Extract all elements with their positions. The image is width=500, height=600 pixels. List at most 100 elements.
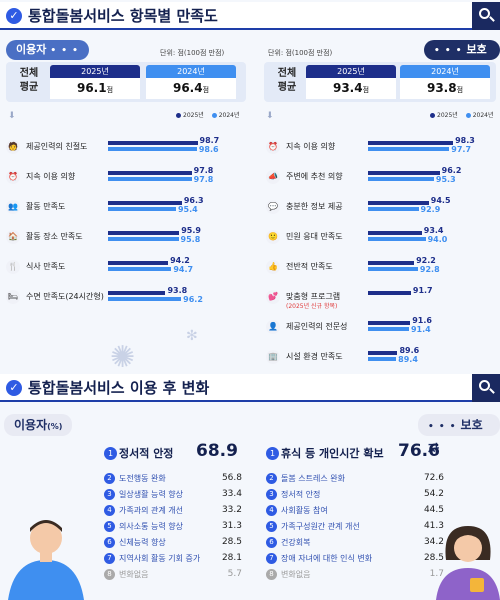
guard-average-box: 전체 평균 2025년 93.4점 2024년 93.8점 bbox=[264, 62, 496, 102]
category-label: 활동 만족도 bbox=[26, 202, 66, 211]
item-value: 31.3 bbox=[221, 521, 242, 531]
data-label: 94.7 bbox=[173, 265, 194, 274]
category-icon: 💕 bbox=[266, 290, 280, 304]
user-average-box: 전체 평균 2025년 96.1점 2024년 96.4점 bbox=[6, 62, 246, 102]
chart-row: 🍴 식사 만족도 94.2 94.7 bbox=[6, 256, 236, 282]
item-label: 가족구성원간 관계 개선 bbox=[281, 522, 360, 531]
category-label: 활동 장소 만족도 bbox=[26, 232, 83, 241]
item-value: 72.6 bbox=[423, 473, 444, 483]
category-label: 충분한 정보 제공 bbox=[286, 202, 343, 211]
item-label: 가족과의 관계 개선 bbox=[119, 506, 183, 515]
bar-2024 bbox=[368, 267, 418, 271]
category-icon: 👥 bbox=[6, 200, 20, 214]
rank-badge: 3 bbox=[266, 489, 277, 500]
bar-2024 bbox=[108, 237, 179, 241]
item-value: 56.8 bbox=[221, 473, 242, 483]
bar-2025 bbox=[108, 291, 166, 295]
chart-row: 🧑 제공인력의 친절도 98.7 98.6 bbox=[6, 136, 236, 162]
category-icon: 🧑 bbox=[6, 140, 20, 154]
average-label: 전체 평균 bbox=[19, 68, 39, 93]
guard-tab: • • •보호자 bbox=[424, 40, 500, 77]
data-label: 97.8 bbox=[193, 175, 214, 184]
category-note: (2025년 신규 항목) bbox=[286, 303, 338, 310]
list-item: 6 건강회복 34.2 bbox=[266, 536, 446, 550]
bar-2025 bbox=[368, 171, 440, 175]
item-label: 신체능력 향상 bbox=[119, 538, 166, 547]
data-label: 96.3 bbox=[183, 196, 204, 205]
list-item: 3 정서적 안정 54.2 bbox=[266, 488, 446, 502]
category-label: 식사 만족도 bbox=[26, 262, 66, 271]
bar-2024 bbox=[368, 147, 450, 151]
chart-row: 🏢 시설 환경 만족도 89.6 89.4 bbox=[266, 346, 494, 372]
item-label: 사회활동 참여 bbox=[281, 506, 328, 515]
guardian-illustration bbox=[436, 526, 500, 600]
item-label: 변화없음 bbox=[281, 570, 311, 579]
bar-2025 bbox=[108, 231, 180, 235]
rank-badge: 8 bbox=[266, 569, 277, 580]
list-item: 2 돌봄 스트레스 완화 72.6 bbox=[266, 472, 446, 486]
search-button[interactable] bbox=[472, 2, 500, 30]
face-shape bbox=[454, 534, 482, 562]
rank-badge: 1 bbox=[104, 447, 117, 460]
category-label: 제공인력의 전문성 bbox=[286, 322, 348, 331]
item-value: 33.2 bbox=[221, 505, 242, 515]
category-label: 전반적 만족도 bbox=[286, 262, 333, 271]
data-label: 92.9 bbox=[420, 205, 441, 214]
data-label: 95.4 bbox=[177, 205, 198, 214]
bar-2025 bbox=[368, 261, 415, 265]
item-label: 돌봄 스트레스 완화 bbox=[281, 474, 345, 483]
item-label: 일상생활 능력 향상 bbox=[119, 490, 183, 499]
user-tab: 이용자 • • • bbox=[6, 40, 89, 60]
down-arrow-icon: ⬇ bbox=[8, 111, 16, 121]
item-value: 5.7 bbox=[227, 569, 242, 579]
bar-2025 bbox=[368, 201, 429, 205]
guard-unit: 단위: 점(100점 만점) bbox=[268, 49, 333, 57]
bar-2025 bbox=[368, 231, 422, 235]
item-label: 정서적 안정 bbox=[119, 447, 174, 460]
bar-2025 bbox=[368, 351, 398, 355]
category-icon: 🙂 bbox=[266, 230, 280, 244]
category-icon: ⏰ bbox=[6, 170, 20, 184]
item-value: 34.2 bbox=[423, 537, 444, 547]
category-label: 맞춤형 프로그램 bbox=[286, 292, 341, 301]
item-value: 1.7 bbox=[429, 569, 444, 579]
rank-badge: 2 bbox=[104, 473, 115, 484]
rank-badge: 2 bbox=[266, 473, 277, 484]
item-label: 변화없음 bbox=[119, 570, 149, 579]
sparkle-icon: ✻ bbox=[186, 328, 198, 344]
rank-badge: 1 bbox=[266, 447, 279, 460]
bar-2024 bbox=[108, 297, 182, 301]
list-item: 4 사회활동 참여 44.5 bbox=[266, 504, 446, 518]
data-label: 92.2 bbox=[416, 256, 436, 265]
chart-row: 📣 주변에 추천 의향 96.2 95.3 bbox=[266, 166, 494, 192]
chart-row: 💬 충분한 정보 제공 94.5 92.9 bbox=[266, 196, 494, 222]
data-label: 95.9 bbox=[181, 226, 201, 235]
data-label: 96.2 bbox=[441, 166, 462, 175]
rank-badge: 4 bbox=[266, 505, 277, 516]
data-label: 91.4 bbox=[410, 325, 431, 334]
category-label: 지속 이용 의향 bbox=[26, 172, 76, 181]
down-arrow-icon: ⬇ bbox=[266, 111, 274, 121]
item-value: 28.5 bbox=[221, 537, 242, 547]
category-icon: 🛏 bbox=[6, 290, 20, 304]
data-label: 98.6 bbox=[198, 145, 219, 154]
bar-2024 bbox=[368, 177, 434, 181]
search-button[interactable] bbox=[472, 374, 500, 402]
user-unit: 단위: 점(100점 만점) bbox=[160, 49, 225, 57]
bar-2025 bbox=[108, 201, 182, 205]
data-label: 89.4 bbox=[398, 355, 418, 364]
list-item: 7 장애 자녀에 대한 인식 변화 28.5 bbox=[266, 552, 446, 566]
bar-2024 bbox=[368, 237, 426, 241]
chart-row: ⏰ 지속 이용 의향 97.8 97.8 bbox=[6, 166, 236, 192]
section1-header: ✓ 통합돌봄서비스 항목별 만족도 bbox=[0, 2, 500, 30]
item-label: 건강회복 bbox=[281, 538, 311, 547]
data-label: 96.2 bbox=[183, 295, 203, 304]
list-item: 1 정서적 안정 68.9 bbox=[104, 441, 244, 461]
data-label: 91.7 bbox=[412, 286, 433, 295]
list-item: 4 가족과의 관계 개선 33.2 bbox=[104, 504, 244, 518]
category-label: 수면 만족도(24시간형) bbox=[26, 292, 104, 301]
bar-2025 bbox=[368, 291, 411, 295]
user-change-tab: 이용자(%) bbox=[4, 414, 73, 436]
bar-2025 bbox=[108, 171, 192, 175]
list-item: 5 가족구성원간 관계 개선 41.3 bbox=[266, 520, 446, 534]
